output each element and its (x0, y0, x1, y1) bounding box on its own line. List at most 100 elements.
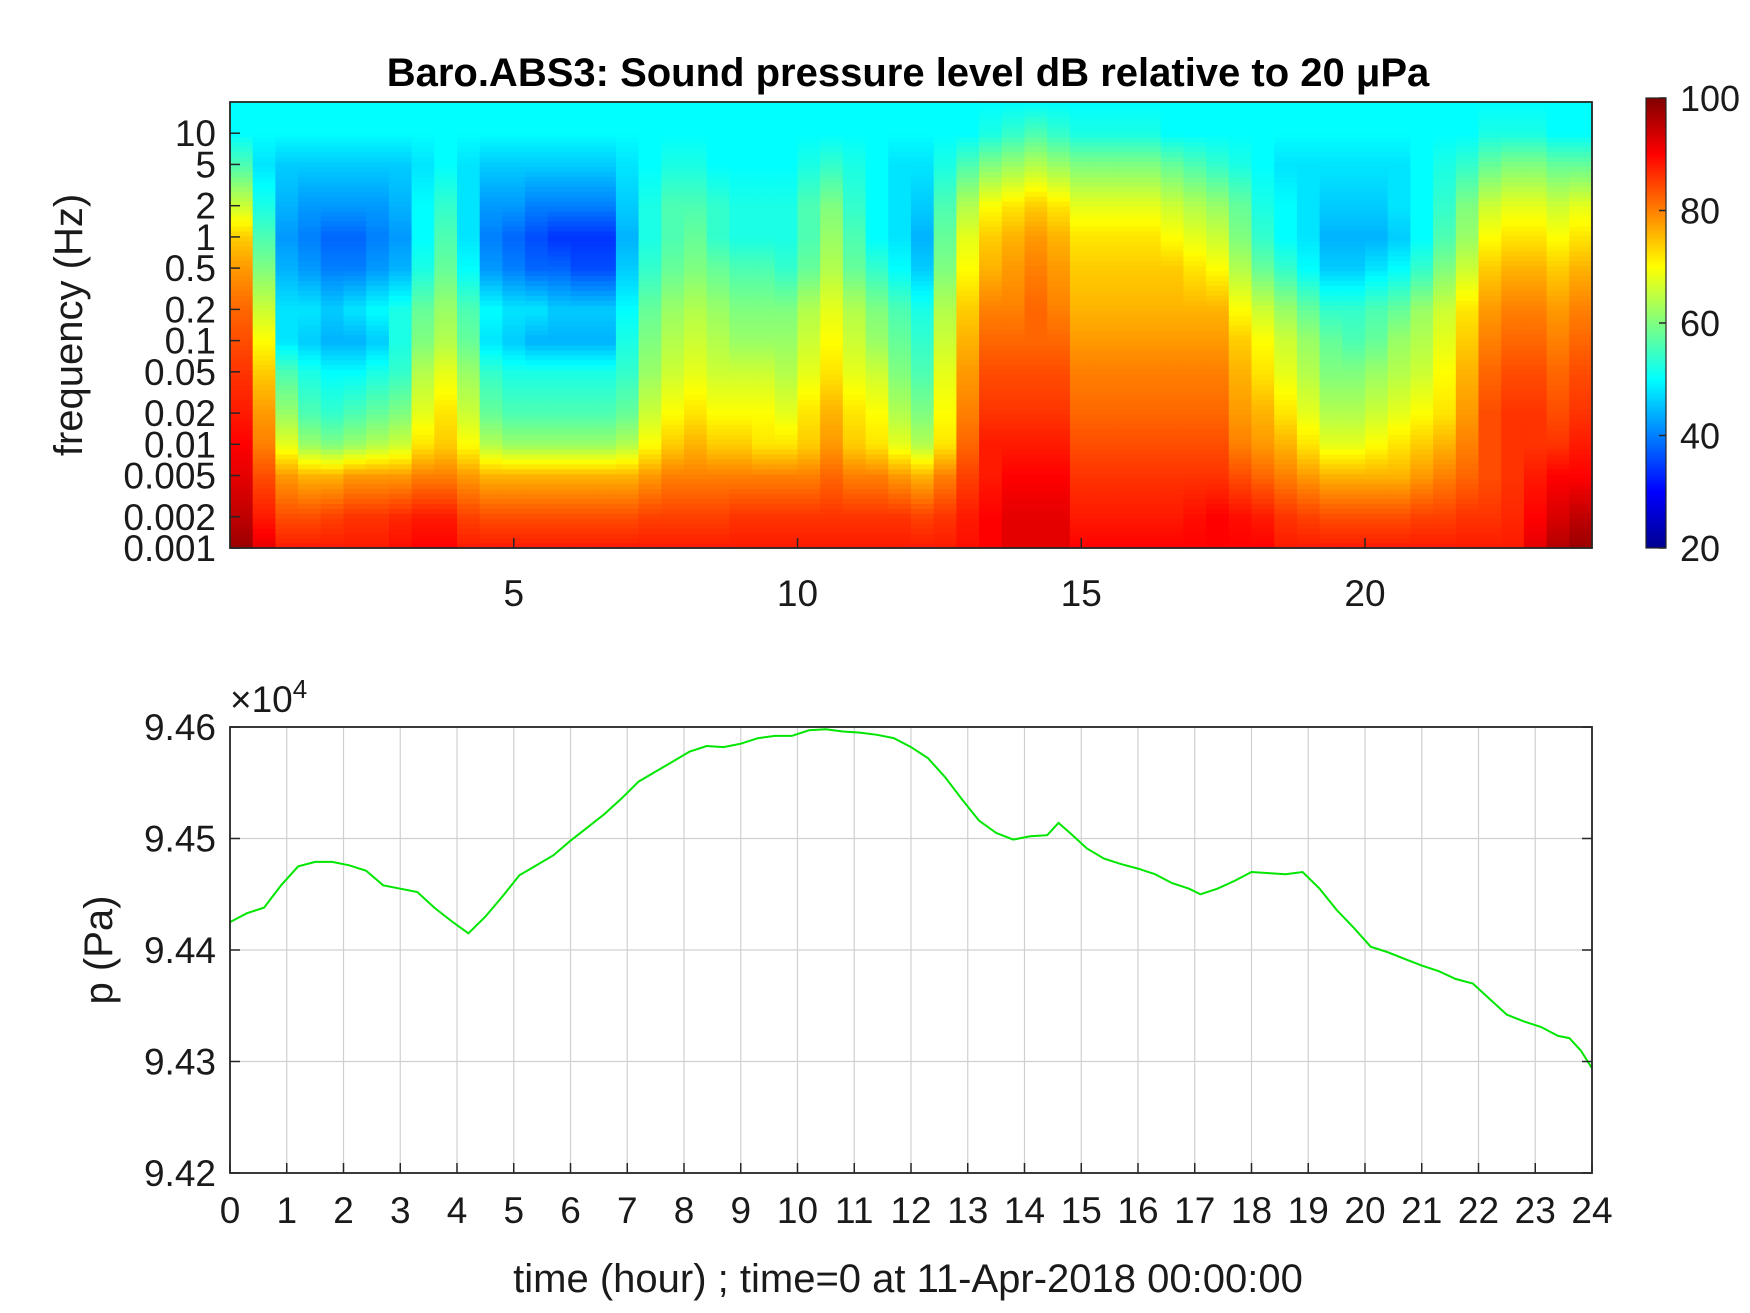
heatmap-cell (820, 334, 844, 341)
heatmap-cell (888, 290, 912, 296)
heatmap-cell (388, 468, 413, 475)
heatmap-cell (411, 399, 435, 405)
heatmap-cell (1024, 230, 1048, 237)
heatmap-cell (252, 275, 276, 281)
heatmap-cell (774, 211, 799, 217)
heatmap-cell (252, 136, 276, 143)
heatmap-cell (593, 409, 617, 415)
heatmap-cell (933, 116, 957, 123)
heatmap-cell (434, 538, 458, 544)
heatmap-cell (1387, 265, 1411, 272)
heatmap-cell (593, 429, 617, 435)
heatmap-cell (1092, 434, 1116, 440)
heatmap-cell (230, 230, 254, 237)
heatmap-cell (457, 161, 481, 168)
heatmap-cell (911, 121, 935, 128)
heatmap-cell (706, 523, 730, 529)
heatmap-cell (479, 186, 503, 192)
heatmap-cell (956, 102, 980, 108)
heatmap-cell (1342, 374, 1366, 381)
heatmap-cell (298, 161, 322, 168)
heatmap-cell (661, 240, 685, 247)
heatmap-cell (684, 215, 708, 222)
heatmap-cell (298, 131, 322, 138)
heatmap-cell (752, 354, 776, 361)
heatmap-cell (479, 429, 503, 435)
heatmap-cell (388, 201, 413, 207)
heatmap-cell (1092, 528, 1116, 534)
heatmap-cell (252, 434, 276, 440)
heatmap-cell (1092, 310, 1116, 316)
heatmap-cell (1092, 102, 1116, 108)
heatmap-cell (388, 538, 413, 544)
heatmap-cell (1296, 424, 1321, 430)
heatmap-cell (1274, 126, 1298, 133)
heatmap-cell (1365, 111, 1389, 118)
heatmap-cell (615, 493, 640, 500)
heatmap-cell (1410, 498, 1434, 504)
heatmap-cell (661, 285, 685, 291)
heatmap-cell (1296, 448, 1321, 455)
heatmap-cell (343, 359, 367, 366)
heatmap-cell (638, 463, 662, 470)
heatmap-cell (570, 141, 594, 148)
heatmap-cell (1183, 498, 1207, 504)
heatmap-cell (411, 448, 435, 455)
heatmap-cell (1433, 102, 1457, 108)
heatmap-cell (1001, 543, 1026, 549)
heatmap-cell (230, 106, 254, 113)
heatmap-cell (842, 399, 867, 405)
heatmap-cell (911, 443, 935, 450)
heatmap-cell (1274, 176, 1298, 182)
heatmap-cell (1047, 270, 1071, 277)
heatmap-cell (1001, 434, 1026, 440)
heatmap-cell (1296, 379, 1321, 386)
heatmap-cell (570, 215, 594, 222)
heatmap-cell (1024, 394, 1048, 400)
heatmap-cell (842, 424, 867, 430)
heatmap-cell (343, 429, 367, 435)
heatmap-cell (1047, 389, 1071, 395)
heatmap-cell (388, 176, 413, 182)
heatmap-cell (388, 171, 413, 177)
heatmap-cell (1206, 399, 1230, 405)
heatmap-cell (1387, 329, 1411, 336)
heatmap-cell (434, 295, 458, 301)
heatmap-cell (388, 196, 413, 202)
heatmap-cell (956, 126, 980, 133)
heatmap-cell (661, 414, 685, 420)
heatmap-cell (979, 151, 1003, 158)
heatmap-cell (956, 106, 980, 113)
heatmap-cell (1183, 424, 1207, 430)
heatmap-cell (479, 260, 503, 267)
heatmap-cell (525, 161, 549, 168)
heatmap-cell (1069, 498, 1094, 504)
heatmap-cell (1274, 518, 1298, 524)
heatmap-cell (457, 463, 481, 470)
heatmap-cell (1274, 399, 1298, 405)
heatmap-cell (343, 126, 367, 133)
heatmap-cell (1001, 334, 1026, 341)
heatmap-cell (1047, 295, 1071, 301)
heatmap-cell (343, 191, 367, 197)
heatmap-cell (1410, 463, 1434, 470)
heatmap-cell (1047, 116, 1071, 123)
heatmap-cell (1455, 448, 1480, 455)
heatmap-cell (593, 220, 617, 227)
heatmap-cell (1228, 230, 1253, 237)
heatmap-cell (1274, 131, 1298, 138)
heatmap-cell (1433, 250, 1457, 257)
heatmap-cell (1115, 325, 1139, 331)
heatmap-cell (1274, 220, 1298, 227)
heatmap-cell (1342, 443, 1366, 450)
heatmap-cell (638, 156, 662, 163)
heatmap-cell (1410, 518, 1434, 524)
heatmap-cell (1319, 176, 1343, 182)
heatmap-cell (1069, 364, 1094, 371)
heatmap-cell (320, 136, 345, 143)
heatmap-cell (230, 176, 254, 182)
heatmap-cell (774, 339, 799, 346)
heatmap-cell (1206, 513, 1230, 519)
heatmap-cell (252, 295, 276, 301)
heatmap-cell (1342, 176, 1366, 182)
